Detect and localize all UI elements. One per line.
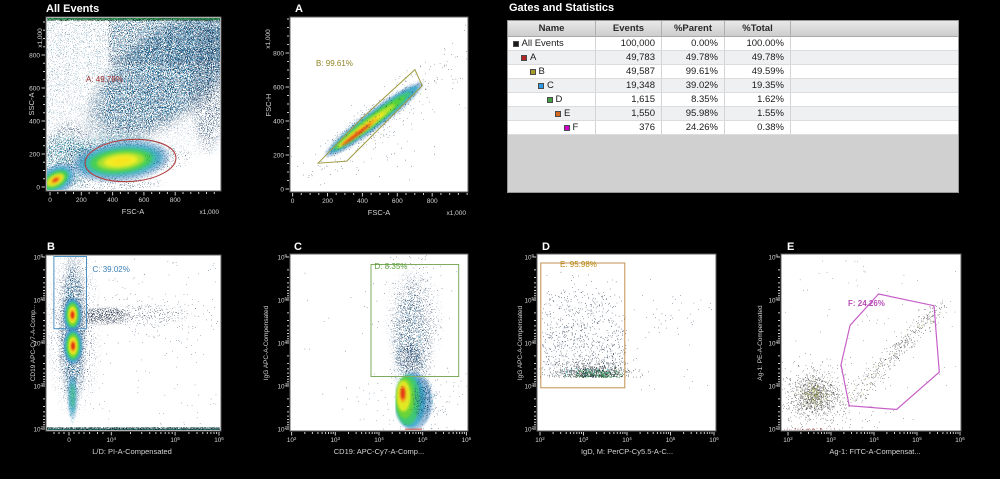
svg-text:IgG APC-A-Compensated: IgG APC-A-Compensated	[263, 305, 270, 380]
svg-text:102: 102	[535, 436, 545, 444]
svg-text:106: 106	[214, 436, 224, 444]
svg-text:400: 400	[107, 197, 118, 204]
svg-text:E: E	[787, 241, 794, 253]
svg-text:102: 102	[768, 425, 778, 433]
svg-text:800: 800	[29, 52, 40, 59]
svg-text:FSC-H: FSC-H	[264, 94, 273, 117]
svg-text:400: 400	[273, 118, 284, 125]
svg-text:CD19: APC-Cy7-A-Comp...: CD19: APC-Cy7-A-Comp...	[334, 447, 424, 456]
svg-text:SSC-A: SSC-A	[27, 93, 36, 116]
svg-text:CD19 APC-Cy7-A-Comp...: CD19 APC-Cy7-A-Comp...	[30, 305, 37, 382]
svg-text:Ag-1: FITC-A-Compensat...: Ag-1: FITC-A-Compensat...	[829, 447, 920, 456]
svg-text:104: 104	[622, 436, 632, 444]
svg-text:200: 200	[322, 198, 333, 205]
svg-text:A: 49.78%: A: 49.78%	[86, 75, 123, 84]
svg-text:103: 103	[33, 382, 43, 390]
svg-text:x1,000: x1,000	[446, 210, 466, 217]
svg-text:0: 0	[280, 186, 284, 193]
svg-text:105: 105	[666, 436, 676, 444]
svg-text:D: D	[542, 241, 550, 253]
svg-text:C: C	[294, 241, 302, 253]
svg-text:0: 0	[67, 437, 71, 444]
svg-text:200: 200	[29, 151, 40, 158]
svg-text:104: 104	[524, 339, 534, 347]
svg-text:800: 800	[273, 50, 284, 57]
svg-text:103: 103	[579, 436, 589, 444]
svg-text:102: 102	[287, 436, 297, 444]
svg-text:F: 24.26%: F: 24.26%	[848, 299, 885, 308]
svg-text:IgG APC-A-Compensated: IgG APC-A-Compensated	[517, 305, 524, 380]
svg-text:600: 600	[392, 198, 403, 205]
svg-text:Ag-1: PE-A-Compensated: Ag-1: PE-A-Compensated	[757, 305, 764, 381]
svg-text:104: 104	[869, 436, 879, 444]
svg-text:105: 105	[912, 436, 922, 444]
svg-text:A: A	[295, 3, 303, 15]
svg-text:104: 104	[107, 436, 117, 444]
svg-text:x1,000: x1,000	[37, 28, 44, 48]
svg-text:E: 95.98%: E: 95.98%	[560, 260, 597, 269]
svg-text:102: 102	[524, 425, 534, 433]
svg-text:104: 104	[374, 436, 384, 444]
svg-text:104: 104	[768, 339, 778, 347]
svg-text:106: 106	[709, 436, 719, 444]
svg-text:0: 0	[48, 197, 52, 204]
svg-text:L/D: PI-A-Compensated: L/D: PI-A-Compensated	[92, 447, 172, 456]
svg-text:106: 106	[462, 436, 472, 444]
svg-text:105: 105	[170, 436, 180, 444]
svg-text:600: 600	[273, 84, 284, 91]
svg-text:0: 0	[291, 198, 295, 205]
svg-text:400: 400	[29, 118, 40, 125]
svg-text:104: 104	[33, 339, 43, 347]
svg-text:102: 102	[277, 425, 287, 433]
svg-text:105: 105	[277, 296, 287, 304]
svg-text:105: 105	[768, 296, 778, 304]
svg-text:x1,000: x1,000	[265, 29, 272, 49]
svg-text:103: 103	[277, 382, 287, 390]
svg-text:103: 103	[331, 436, 341, 444]
svg-text:102: 102	[783, 436, 793, 444]
svg-text:IgD, M: PerCP-Cy5.5-A-C...: IgD, M: PerCP-Cy5.5-A-C...	[581, 447, 673, 456]
svg-text:106: 106	[768, 253, 778, 261]
svg-text:103: 103	[826, 436, 836, 444]
svg-text:200: 200	[76, 197, 87, 204]
svg-text:All Events: All Events	[46, 3, 99, 15]
svg-text:FSC-A: FSC-A	[368, 208, 391, 217]
svg-text:800: 800	[170, 197, 181, 204]
svg-text:102: 102	[33, 425, 43, 433]
svg-text:104: 104	[277, 339, 287, 347]
svg-text:800: 800	[427, 198, 438, 205]
svg-text:200: 200	[273, 152, 284, 159]
svg-text:106: 106	[33, 253, 43, 261]
svg-text:600: 600	[29, 85, 40, 92]
svg-text:FSC-A: FSC-A	[122, 207, 145, 216]
svg-text:106: 106	[277, 253, 287, 261]
svg-text:400: 400	[357, 198, 368, 205]
svg-text:B: B	[47, 241, 55, 253]
svg-text:0: 0	[36, 184, 40, 191]
svg-text:600: 600	[138, 197, 149, 204]
svg-text:105: 105	[418, 436, 428, 444]
svg-text:106: 106	[955, 436, 965, 444]
svg-text:C: 39.02%: C: 39.02%	[93, 265, 130, 274]
svg-text:103: 103	[524, 382, 534, 390]
svg-text:B: 99.61%: B: 99.61%	[316, 59, 353, 68]
svg-text:D: 8.35%: D: 8.35%	[375, 262, 408, 271]
svg-text:103: 103	[768, 382, 778, 390]
svg-text:105: 105	[33, 296, 43, 304]
svg-text:106: 106	[524, 253, 534, 261]
svg-text:105: 105	[524, 296, 534, 304]
svg-text:x1,000: x1,000	[199, 209, 219, 216]
